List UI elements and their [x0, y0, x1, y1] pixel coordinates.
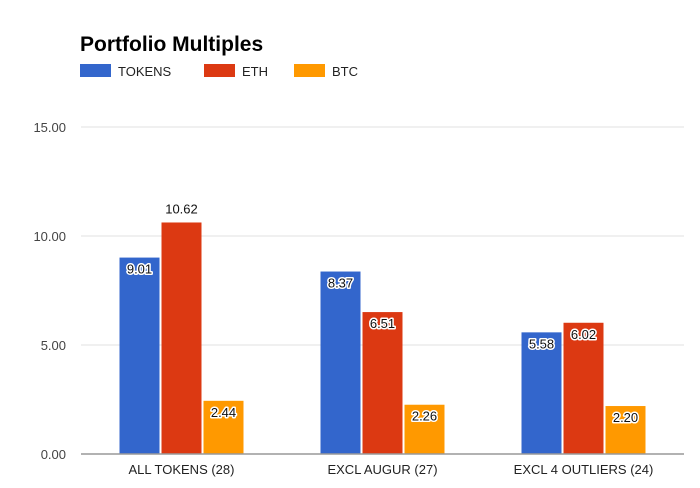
bar-btc [203, 400, 244, 454]
legend-item-tokens: TOKENS [80, 64, 172, 79]
legend-swatch [294, 64, 325, 77]
x-category-label: EXCL 4 OUTLIERS (24) [514, 462, 654, 477]
bar-btc [404, 404, 445, 454]
chart-title: Portfolio Multiples [80, 33, 263, 56]
y-tick-label: 5.00 [41, 338, 66, 353]
bar-tokens [320, 271, 361, 454]
y-tick-label: 0.00 [41, 447, 66, 462]
data-label: 6.51 [370, 316, 395, 331]
bar-eth [362, 312, 403, 454]
x-category-label: EXCL AUGUR (27) [327, 462, 437, 477]
bars [119, 222, 646, 454]
legend-swatch [80, 64, 111, 77]
data-label: 5.58 [529, 336, 554, 351]
data-label: 10.62 [165, 201, 198, 216]
bar-eth [161, 222, 202, 454]
legend-item-eth: ETH [204, 64, 268, 79]
legend-label: ETH [242, 64, 268, 79]
legend-label: BTC [332, 64, 358, 79]
bar-tokens [521, 332, 562, 454]
bar-btc [605, 406, 646, 454]
data-label: 2.26 [412, 409, 437, 424]
legend: TOKENS ETH BTC [80, 64, 358, 79]
bar-eth [563, 322, 604, 454]
legend-label: TOKENS [118, 64, 172, 79]
y-tick-label: 10.00 [33, 229, 66, 244]
data-label: 2.20 [613, 410, 638, 425]
y-tick-label: 15.00 [33, 120, 66, 135]
data-labels: 9.01 10.62 2.44 8.37 6.51 2.26 5.58 6.02 2.20 [125, 200, 639, 427]
bar-tokens [119, 257, 160, 454]
data-label: 8.37 [328, 276, 353, 291]
x-axis-categories: ALL TOKENS (28) EXCL AUGUR (27) EXCL 4 OUT… [129, 462, 654, 477]
data-label: 6.02 [571, 327, 596, 342]
y-axis-ticks: 0.00 5.00 10.00 15.00 [33, 120, 66, 462]
legend-item-btc: BTC [294, 64, 358, 79]
x-category-label: ALL TOKENS (28) [129, 462, 235, 477]
legend-swatch [204, 64, 235, 77]
data-label: 2.44 [211, 405, 236, 420]
data-label: 9.01 [127, 262, 152, 277]
